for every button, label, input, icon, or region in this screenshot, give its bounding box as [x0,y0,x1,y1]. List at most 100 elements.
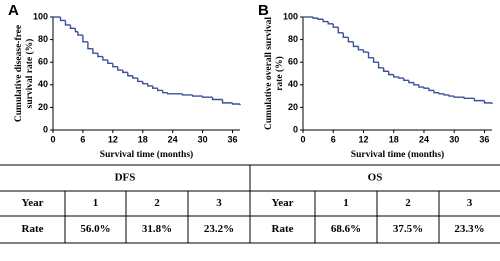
survival-step [92,48,98,54]
survival-step [312,17,319,19]
y-tick-label: 20 [38,102,48,112]
survival-step [352,41,359,48]
x-tick-label: 36 [228,134,238,144]
x-tick-label: 12 [358,134,368,144]
x-axis-label: Survival time (months) [351,149,444,160]
table-header: OS [368,172,383,184]
survival-step [107,59,113,65]
table-cell: 2 [154,197,160,209]
table-cell: 23.3% [454,223,484,235]
survival-step [372,57,379,63]
x-tick-label: 0 [50,134,55,144]
y-tick-label: 20 [288,102,298,112]
survival-step [97,53,103,58]
survival-step [122,70,128,74]
survival-step [64,20,71,26]
survival-step [418,84,424,88]
survival-step [398,76,404,79]
y-axis-label: rate (%) [274,56,285,91]
survival-step [483,100,492,104]
y-tick-label: 0 [293,124,298,134]
survival-step [59,17,66,22]
survival-step [69,24,76,29]
survival-step [463,97,475,100]
survival-step [433,90,440,94]
x-tick-label: 24 [419,134,429,144]
table-cell: 31.8% [142,223,172,235]
y-tick-label: 40 [38,79,48,89]
x-tick-label: 6 [80,134,85,144]
x-tick-label: 18 [138,134,148,144]
survival-step [347,37,354,43]
survival-step [443,93,450,96]
survival-step [191,94,203,97]
survival-step [166,92,183,95]
survival-step [403,78,409,81]
survival-step [453,96,465,98]
survival-step [327,21,334,25]
table-cell: Rate [272,223,294,235]
table-cell: 3 [467,197,473,209]
survival-step [428,88,435,92]
survival-step [147,83,153,87]
x-tick-label: 0 [300,134,305,144]
survival-step [393,74,399,78]
survival-step [221,99,233,104]
survival-step [342,32,349,39]
survival-step [152,85,158,89]
y-tick-label: 0 [43,124,48,134]
table-cell: 1 [343,197,349,209]
survival-step [112,63,118,68]
y-axis-label: Cumulative overall survival [264,17,274,130]
y-tick-label: 60 [288,57,298,67]
survival-step [132,75,138,79]
survival-step [181,93,193,96]
x-tick-label: 12 [108,134,118,144]
survival-step [77,31,83,36]
survival-step [82,35,88,43]
survival-step [448,94,455,97]
panel-label: B [258,2,269,19]
survival-step [317,18,324,20]
survival-step [332,23,339,28]
survival-step [201,96,213,98]
y-axis-label: survival rate (%) [24,39,35,109]
table-cell: 1 [93,197,99,209]
x-axis-label: Survival time (months) [100,149,193,160]
y-tick-label: 80 [288,34,298,44]
table-cell: Rate [22,223,44,235]
survival-step [438,92,445,95]
table-cell: 37.5% [393,223,423,235]
x-tick-label: 24 [168,134,178,144]
survival-step [413,82,419,86]
y-tick-label: 100 [283,11,298,21]
survival-step [322,19,329,23]
x-tick-label: 6 [331,134,336,144]
table-cell: 3 [216,197,222,209]
survival-step [162,90,168,94]
x-tick-label: 30 [198,134,208,144]
survival-step [117,66,123,71]
survival-step [87,41,93,50]
survival-step [387,71,394,76]
y-tick-label: 60 [38,57,48,67]
survival-step [337,27,344,34]
y-tick-label: 100 [33,11,48,21]
survival-step [157,88,163,92]
survival-step [408,80,414,84]
survival-step [231,102,240,105]
survival-step [137,78,143,83]
survival-step [473,98,485,102]
survival-step [142,81,148,85]
table-cell: 56.0% [80,223,110,235]
x-tick-label: 18 [389,134,399,144]
survival-step [357,46,364,51]
table-cell: 68.6% [331,223,361,235]
survival-step [211,97,223,101]
survival-step [377,62,384,69]
survival-step [367,52,374,59]
table-cell: Year [272,197,294,209]
x-tick-label: 36 [479,134,489,144]
survival-step [423,87,429,89]
